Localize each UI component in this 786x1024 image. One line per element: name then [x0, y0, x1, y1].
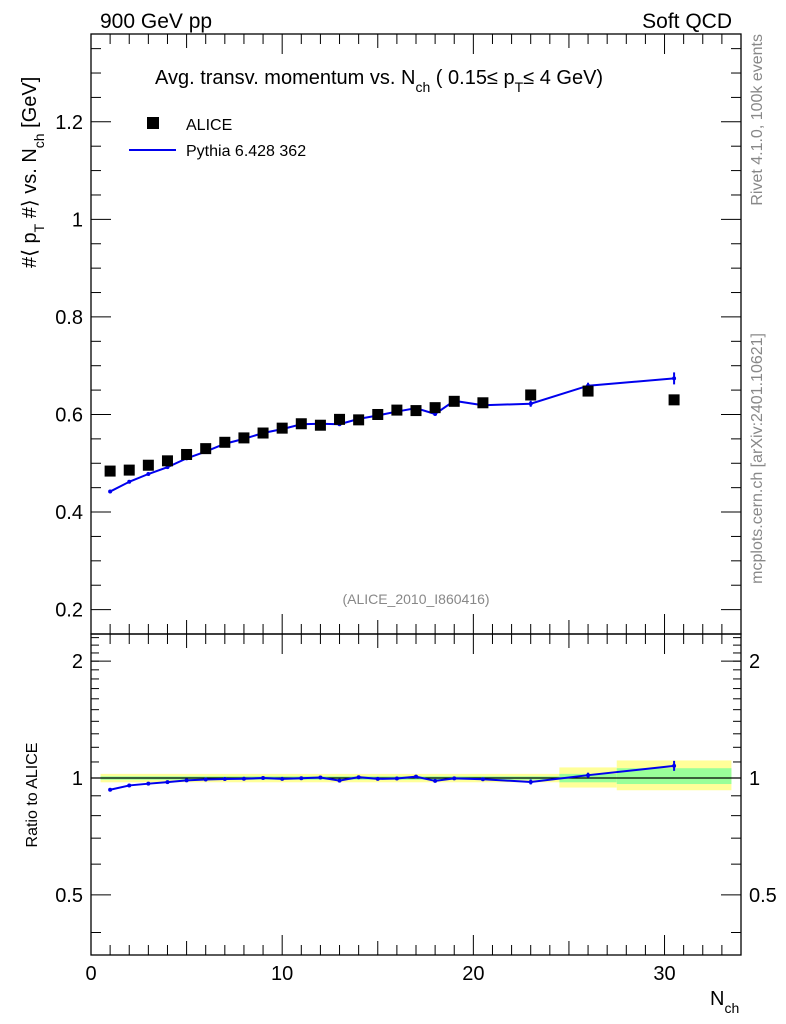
ratio-pythia-point — [414, 774, 418, 779]
main-title: Avg. transv. momentum vs. Nch ( 0.15≤ pT… — [155, 67, 603, 95]
ratio-band-green — [616, 768, 732, 785]
ratio-pythia-point — [452, 776, 457, 781]
main-ticks — [91, 34, 742, 635]
alice-point — [161, 455, 173, 467]
x-tick-label: 10 — [271, 963, 293, 985]
ratio-pythia-point — [299, 776, 304, 781]
ratio-pythia-point — [586, 773, 591, 778]
pythia-point — [672, 376, 677, 381]
x-tick-label: 0 — [85, 963, 96, 985]
ratio-pythia-point — [165, 780, 170, 785]
alice-point — [477, 397, 489, 409]
ratio-y-tick-label-right: 0.5 — [749, 885, 777, 907]
main-y-tick-label: 1.2 — [55, 112, 83, 134]
ratio-y-tick-label-right: 1 — [749, 768, 760, 790]
main-y-tick-label: 0.4 — [55, 502, 83, 524]
main-panel: 0.2 0.4 0.6 0.8 1 1.2 Avg. transv. momentum v… — [19, 33, 742, 635]
ratio-panel: 0.5 0.5 1 1 2 2 0 10 20 30 Ratio to ALICE Nch — [24, 633, 777, 1016]
alice-point — [353, 414, 365, 426]
pythia-point — [127, 479, 132, 484]
main-y-tick-labels: 0.2 0.4 0.6 0.8 1 1.2 — [55, 112, 83, 622]
alice-point — [142, 459, 154, 471]
alice-point — [276, 422, 288, 434]
ratio-pythia-point — [241, 776, 246, 781]
alice-point — [410, 405, 422, 417]
ratio-pythia-point — [528, 779, 533, 784]
ratio-pythia-point — [222, 777, 227, 782]
main-y-tick-label: 0.6 — [55, 404, 83, 426]
pythia-point — [108, 489, 113, 494]
ratio-pythia-series — [108, 760, 677, 792]
ratio-pythia-point — [672, 763, 677, 768]
x-tick-label: 30 — [653, 963, 675, 985]
ratio-ylabel: Ratio to ALICE — [24, 743, 41, 848]
alice-point — [525, 389, 537, 401]
legend-pythia-label: Pythia 6.428 362 — [186, 143, 306, 160]
main-alice-series — [104, 385, 680, 477]
ratio-pythia-point — [356, 775, 361, 780]
ratio-pythia-point — [127, 783, 132, 788]
ratio-pythia-point — [146, 781, 151, 786]
pythia-point — [146, 472, 151, 476]
alice-point — [429, 402, 441, 414]
alice-point — [391, 404, 403, 416]
ratio-pythia-point — [203, 777, 208, 782]
header-right: Soft QCD — [642, 10, 732, 33]
ratio-xlabel: Nch — [710, 988, 739, 1016]
alice-point — [181, 448, 193, 460]
main-y-tick-label: 1 — [72, 209, 83, 231]
alice-point — [295, 418, 307, 430]
legend-alice-marker — [147, 117, 159, 129]
ratio-ticks — [91, 634, 742, 955]
ratio-pythia-point — [108, 787, 113, 792]
mcplots-label: mcplots.cern.ch [arXiv:2401.10621] — [749, 333, 766, 584]
alice-point — [257, 427, 269, 439]
ratio-pythia-point — [184, 778, 189, 783]
alice-point — [334, 413, 346, 425]
x-tick-label: 20 — [462, 963, 484, 985]
ratio-pythia-point — [280, 776, 285, 781]
ratio-pythia-point — [375, 776, 380, 781]
ratio-pythia-point — [261, 776, 266, 781]
alice-point — [314, 419, 326, 431]
alice-point — [582, 385, 594, 397]
ratio-y-tick-label: 2 — [72, 651, 83, 673]
alice-point — [372, 408, 384, 420]
ratio-y-tick-labels: 0.5 0.5 1 1 2 2 — [55, 651, 777, 907]
ratio-pythia-point — [318, 775, 323, 780]
alice-point — [238, 432, 250, 444]
legend-alice-label: ALICE — [186, 117, 232, 134]
ratio-y-tick-label: 1 — [72, 768, 83, 790]
analysis-watermark: (ALICE_2010_I860416) — [342, 591, 489, 607]
ratio-pythia-point — [337, 778, 342, 783]
main-ylabel: #⟨ pT #⟩ vs. Nch [GeV] — [19, 77, 47, 268]
ratio-y-tick-label-right: 2 — [749, 651, 760, 673]
ratio-pythia-point — [394, 776, 399, 781]
alice-point — [668, 394, 680, 406]
alice-point — [219, 436, 231, 448]
alice-point — [104, 465, 116, 477]
ratio-pythia-point — [433, 778, 438, 783]
alice-point — [200, 443, 212, 455]
alice-point — [448, 395, 460, 407]
ratio-x-tick-labels: 0 10 20 30 — [85, 963, 675, 985]
ratio-frame — [90, 633, 742, 956]
pythia-point — [528, 401, 533, 406]
alice-point — [123, 464, 135, 476]
main-y-tick-label: 0.8 — [55, 307, 83, 329]
main-y-tick-label: 0.2 — [55, 600, 83, 622]
ratio-pythia-point — [480, 777, 485, 782]
ratio-y-tick-label: 0.5 — [55, 885, 83, 907]
header-left: 900 GeV pp — [100, 10, 212, 33]
rivet-label: Rivet 4.1.0, 100k events — [749, 34, 766, 206]
